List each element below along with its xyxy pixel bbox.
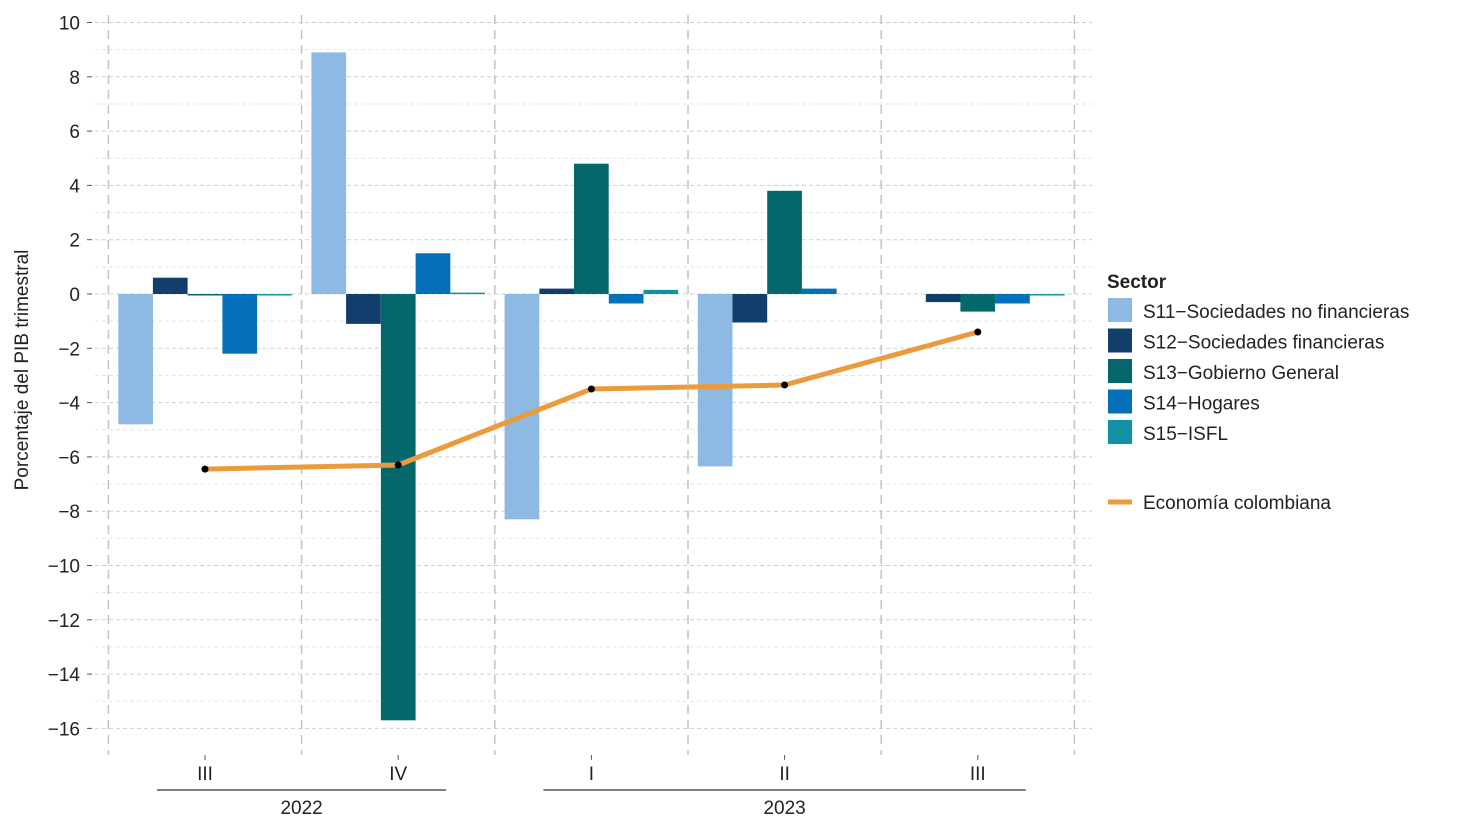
- x-tick-label: IV: [389, 764, 407, 785]
- bar: [925, 294, 961, 303]
- y-tick-label: −6: [58, 448, 80, 469]
- legend-label: S15−ISFL: [1143, 424, 1228, 445]
- y-tick-label: 0: [69, 285, 80, 306]
- x-tick-label: I: [589, 764, 594, 785]
- bar: [697, 294, 733, 467]
- bars: [118, 52, 1065, 721]
- bar: [574, 163, 609, 294]
- legend: Sector S11−Sociedades no financieras S12−…: [1107, 272, 1409, 514]
- legend-swatch: [1108, 298, 1132, 322]
- bar: [415, 253, 451, 294]
- x-tick-label: III: [197, 764, 213, 785]
- y-tick-label: −10: [48, 557, 80, 578]
- line-series: [201, 328, 982, 473]
- legend-swatch: [1108, 359, 1132, 383]
- category-separators: [107, 15, 1076, 755]
- y-tick-label: 2: [69, 231, 80, 252]
- bar: [187, 294, 223, 296]
- bar: [767, 190, 802, 294]
- line-path: [204, 329, 979, 472]
- y-tick-label: −14: [48, 665, 81, 686]
- bar: [608, 294, 644, 304]
- year-group-label: 2022: [280, 798, 322, 819]
- x-tick-label: III: [970, 764, 986, 785]
- y-tick-label: 6: [69, 122, 80, 143]
- bar: [380, 294, 416, 721]
- legend-label: S14−Hogares: [1143, 394, 1260, 415]
- line-point: [201, 465, 209, 473]
- bar: [960, 294, 996, 312]
- bar: [311, 52, 347, 295]
- line-point: [394, 461, 402, 469]
- legend-swatch: [1108, 420, 1132, 444]
- legend-title: Sector: [1107, 272, 1167, 293]
- y-axis: 10 8 6 4 2 0 −2 −4 −6 −8 −10 −12 −14 −16: [48, 14, 92, 740]
- bar: [257, 294, 292, 296]
- bar: [222, 294, 258, 354]
- bar: [801, 288, 837, 294]
- grid: [95, 22, 1092, 729]
- bar: [118, 294, 153, 425]
- bar: [504, 294, 540, 520]
- bar: [152, 277, 188, 294]
- legend-label: S13−Gobierno General: [1143, 363, 1339, 384]
- legend-swatch: [1108, 389, 1132, 414]
- bar: [995, 294, 1030, 304]
- y-tick-label: −16: [48, 719, 80, 740]
- bar: [732, 294, 768, 323]
- line-point: [587, 385, 595, 393]
- bar: [539, 288, 575, 294]
- bar: [1029, 294, 1065, 296]
- bar: [346, 294, 381, 324]
- legend-swatch: [1108, 328, 1132, 353]
- y-tick-label: −12: [48, 611, 80, 632]
- y-tick-label: −2: [58, 339, 80, 360]
- x-tick-label: II: [779, 764, 790, 785]
- y-tick-label: 8: [69, 68, 80, 89]
- y-tick-label: −4: [58, 394, 80, 415]
- legend-label: Economía colombiana: [1143, 493, 1331, 514]
- bar: [643, 289, 679, 294]
- legend-label: S12−Sociedades financieras: [1143, 333, 1384, 354]
- bar: [450, 292, 485, 295]
- y-axis-title: Porcentaje del PIB trimestral: [12, 250, 33, 491]
- y-tick-label: −8: [58, 502, 80, 523]
- line-point: [781, 381, 789, 389]
- line-point: [974, 328, 982, 336]
- legend-label: S11−Sociedades no financieras: [1143, 302, 1409, 323]
- y-tick-label: 4: [69, 176, 80, 197]
- y-tick-label: 10: [59, 14, 80, 35]
- year-group-label: 2023: [763, 798, 805, 819]
